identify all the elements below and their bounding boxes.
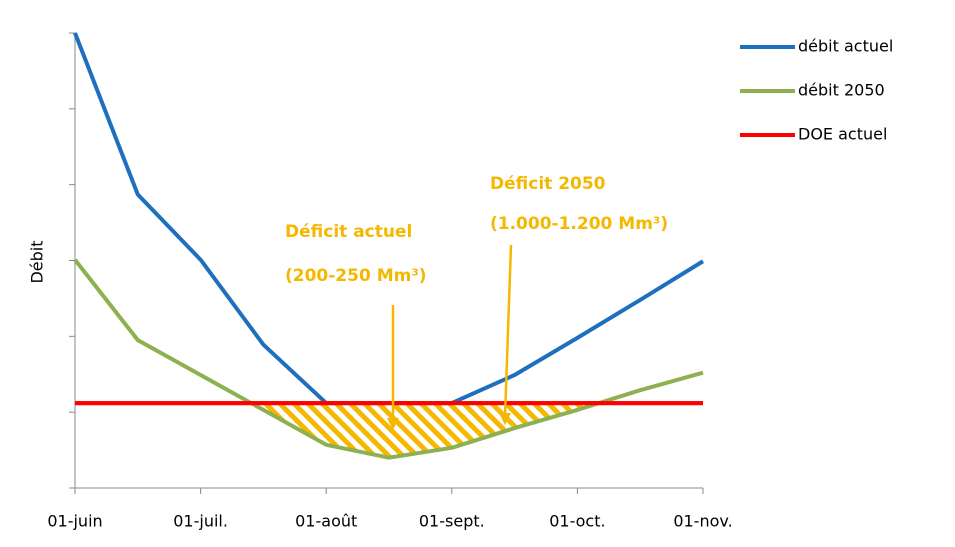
legend-label: débit actuel <box>798 37 893 56</box>
deficit-area <box>75 403 703 458</box>
annotation-title: Déficit 2050 <box>490 174 606 194</box>
x-tick-label: 01-sept. <box>419 512 485 531</box>
annotation-text: (200-250 Mm³) <box>285 266 427 286</box>
legend-label: DOE actuel <box>798 125 887 144</box>
x-tick-label: 01-août <box>295 512 357 531</box>
annotation-text: (1.000-1.200 Mm³) <box>490 214 668 234</box>
annotation-arrow <box>503 244 513 418</box>
x-tick-label: 01-juin <box>47 512 102 531</box>
y-axis-label: Débit <box>28 240 47 283</box>
legend-label: débit 2050 <box>798 81 885 100</box>
annotation-arrowhead <box>387 418 399 430</box>
x-tick-label: 01-nov. <box>673 512 732 531</box>
annotation-arrowhead <box>499 413 511 425</box>
x-tick-label: 01-juil. <box>173 512 228 531</box>
annotation-title: Déficit actuel <box>285 222 412 242</box>
x-tick-label: 01-oct. <box>549 512 605 531</box>
